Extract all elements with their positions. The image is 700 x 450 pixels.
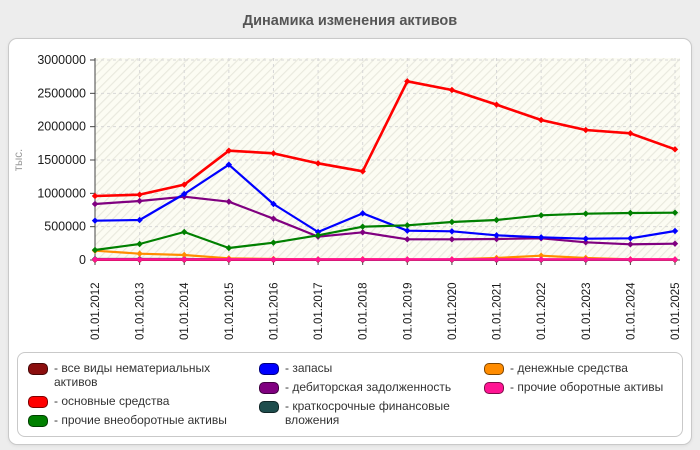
- series-7: [91, 256, 679, 263]
- y-axis-title: тыс.: [13, 149, 25, 171]
- legend-item: - основные средства: [28, 394, 259, 409]
- legend-column-1: - все виды нематериальных активов - осно…: [28, 361, 259, 436]
- x-axis-labels: 01.01.2012 01.01.2013 01.01.2014 01.01.2015…: [90, 282, 682, 340]
- legend-item: - денежные средства: [484, 361, 682, 375]
- series-1: [91, 78, 679, 200]
- svg-text:1000000: 1000000: [37, 186, 86, 200]
- svg-text:01.01.2012: 01.01.2012: [90, 282, 102, 340]
- legend-item-label: - краткосрочные финансовые вложения: [285, 399, 450, 428]
- svg-text:01.01.2025: 01.01.2025: [670, 282, 682, 340]
- svg-text:2000000: 2000000: [37, 120, 86, 134]
- legend-item: - прочие оборотные активы: [484, 380, 682, 395]
- legend-item-label: - прочие внеоборотные активы: [54, 413, 227, 428]
- svg-text:01.01.2024: 01.01.2024: [625, 282, 637, 340]
- svg-text:500000: 500000: [44, 220, 86, 234]
- svg-text:01.01.2016: 01.01.2016: [268, 282, 280, 340]
- svg-text:0: 0: [79, 253, 86, 267]
- svg-text:01.01.2017: 01.01.2017: [313, 282, 325, 340]
- legend-item: - прочие внеоборотные активы: [28, 413, 259, 428]
- legend-swatch-icon: [259, 401, 279, 414]
- legend-column-3: - денежные средства - прочие оборотные а…: [484, 361, 682, 436]
- svg-text:01.01.2021: 01.01.2021: [492, 282, 504, 340]
- svg-text:01.01.2018: 01.01.2018: [358, 282, 370, 340]
- legend-swatch-icon: [259, 382, 279, 395]
- legend-swatch-icon: [28, 363, 48, 375]
- legend-item: - дебиторская задолженность: [259, 380, 484, 395]
- svg-text:2500000: 2500000: [37, 86, 86, 100]
- legend-item-label: - запасы: [285, 361, 333, 375]
- svg-text:01.01.2015: 01.01.2015: [224, 282, 236, 340]
- page-title: Динамика изменения активов: [242, 13, 458, 29]
- legend-item: - запасы: [259, 361, 484, 375]
- legend-item-label: - денежные средства: [510, 361, 628, 375]
- legend-swatch-icon: [484, 382, 504, 395]
- legend-item-label: - все виды нематериальных активов: [54, 361, 211, 390]
- legend-column-2: - запасы - дебиторская задолженность - к…: [259, 361, 484, 436]
- legend-item: - краткосрочные финансовые вложения: [259, 399, 484, 427]
- legend-item-label: - дебиторская задолженность: [285, 380, 452, 395]
- plot-area: [95, 58, 680, 260]
- svg-text:3000000: 3000000: [37, 53, 86, 67]
- y-axis-labels: 0 500000 1000000 1500000 2000000 2500000 30000…: [37, 53, 86, 267]
- series-3: [91, 161, 679, 242]
- legend-swatch-icon: [259, 363, 279, 375]
- legend-item-label: - основные средства: [54, 394, 170, 409]
- svg-text:01.01.2022: 01.01.2022: [536, 282, 548, 340]
- svg-text:01.01.2020: 01.01.2020: [447, 282, 459, 340]
- legend-swatch-icon: [28, 396, 48, 409]
- svg-text:1500000: 1500000: [37, 153, 86, 167]
- legend-swatch-icon: [28, 415, 48, 428]
- svg-text:01.01.2013: 01.01.2013: [135, 282, 147, 340]
- legend: - все виды нематериальных активов - осно…: [17, 352, 683, 437]
- series-2: [91, 209, 679, 254]
- legend-item: - все виды нематериальных активов: [28, 361, 259, 389]
- svg-text:01.01.2019: 01.01.2019: [402, 282, 414, 340]
- legend-swatch-icon: [484, 363, 504, 375]
- legend-item-label: - прочие оборотные активы: [510, 380, 664, 395]
- svg-text:01.01.2023: 01.01.2023: [581, 282, 593, 340]
- svg-text:01.01.2014: 01.01.2014: [179, 282, 191, 340]
